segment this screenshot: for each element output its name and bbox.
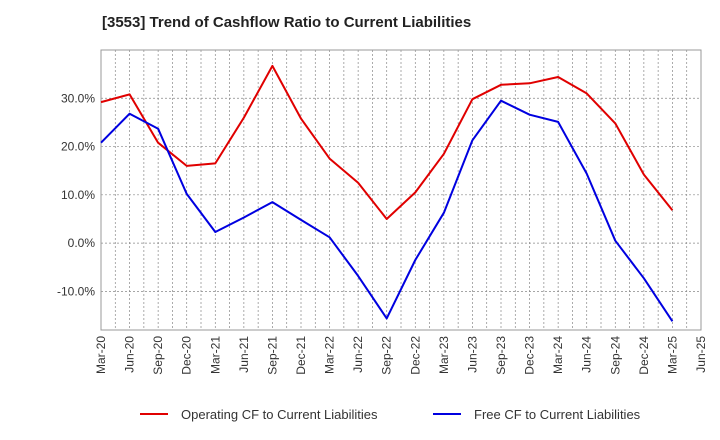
x-tick-label: Sep-20 (151, 336, 165, 375)
series-line-1 (100, 64, 674, 220)
x-tick-label: Dec-20 (180, 336, 194, 375)
x-tick-label: Sep-23 (494, 336, 508, 375)
x-tick-label: Jun-25 (694, 336, 708, 373)
x-axis-ticks: Mar-20 Jun-20 Sep-20 Dec-20 Mar-21 Jun-21 Sep-… (94, 336, 708, 375)
x-tick-label: Dec-23 (523, 336, 537, 375)
x-tick-label: Jun-23 (465, 336, 479, 373)
x-tick-label: Sep-22 (380, 336, 394, 375)
x-tick-label: Jun-21 (237, 336, 251, 373)
x-tick-label: Mar-24 (551, 336, 565, 374)
chart-title: [3553] Trend of Cashflow Ratio to Curren… (102, 14, 472, 31)
x-tick-label: Dec-24 (637, 336, 651, 375)
y-tick-label: 30.0% (61, 91, 95, 105)
series-line-2 (100, 99, 674, 322)
x-tick-label: Mar-20 (94, 336, 108, 374)
x-tick-label: Jun-20 (123, 336, 137, 373)
x-tick-label: Mar-25 (665, 336, 679, 374)
grid-lines (100, 50, 702, 330)
y-axis-ticks: 30.0% 20.0% 10.0% 0.0% -10.0% (57, 91, 95, 298)
y-tick-label: 20.0% (61, 140, 95, 154)
x-tick-label: Mar-22 (323, 336, 337, 374)
x-tick-label: Mar-21 (208, 336, 222, 374)
x-tick-label: Dec-21 (294, 336, 308, 375)
y-tick-label: 0.0% (68, 236, 96, 250)
legend-label: Operating CF to Current Liabilities (181, 407, 378, 422)
series-lines (100, 64, 674, 322)
y-tick-label: 10.0% (61, 188, 95, 202)
x-tick-label: Mar-23 (437, 336, 451, 374)
x-tick-label: Sep-24 (608, 336, 622, 375)
x-tick-label: Jun-24 (580, 336, 594, 373)
y-tick-label: -10.0% (57, 284, 95, 298)
legend-label: Free CF to Current Liabilities (474, 407, 641, 422)
legend: Operating CF to Current Liabilities Free … (140, 407, 641, 422)
x-tick-label: Dec-22 (408, 336, 422, 375)
plot-area-frame (100, 49, 702, 331)
x-tick-label: Sep-21 (265, 336, 279, 375)
x-tick-label: Jun-22 (351, 336, 365, 373)
